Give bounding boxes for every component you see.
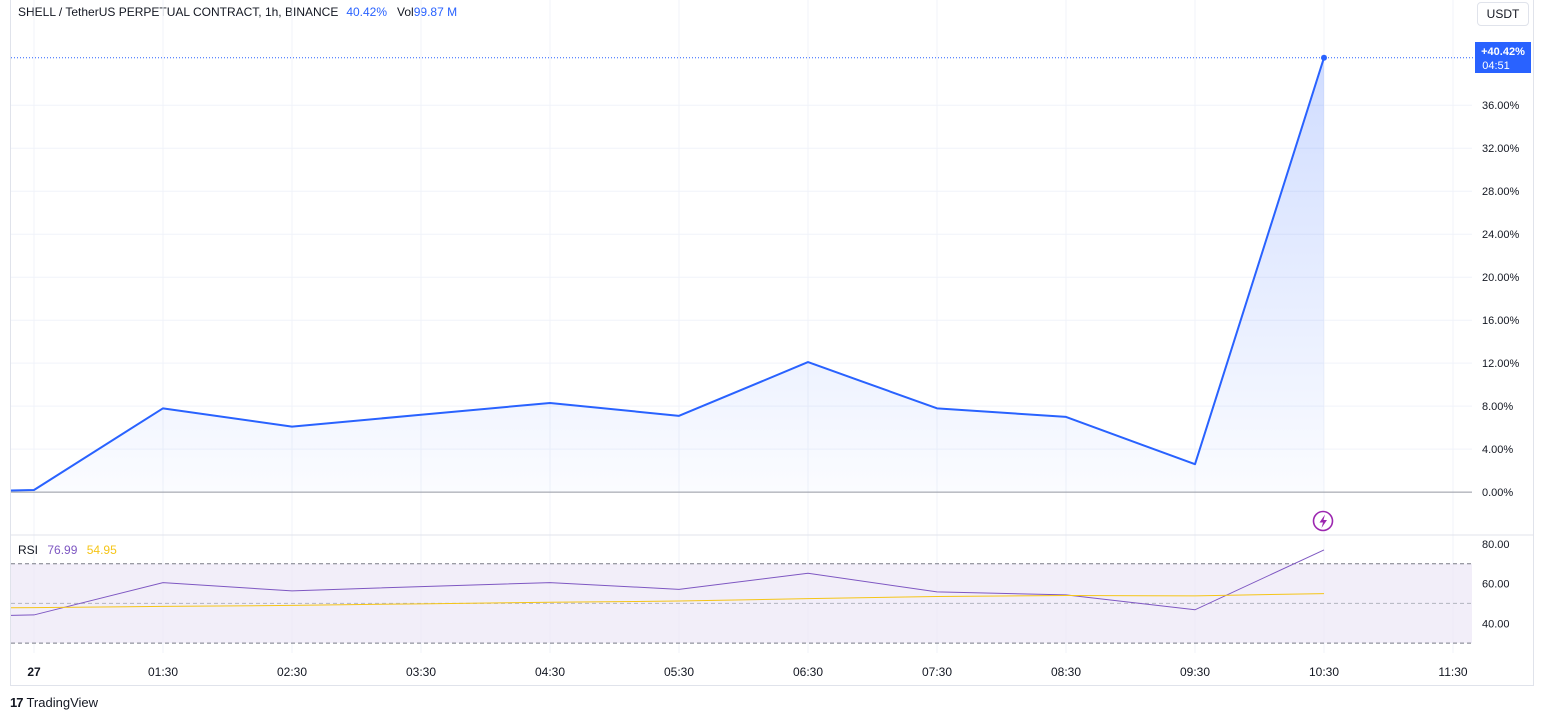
change-percent: 40.42%: [346, 5, 388, 19]
rsi-line: [10, 549, 1325, 616]
y-tick-label: 36.00%: [1482, 100, 1520, 112]
y-tick-label: 20.00%: [1482, 272, 1520, 284]
x-tick-label: 07:30: [922, 665, 952, 679]
x-tick-label: 02:30: [277, 665, 307, 679]
rsi-value: 76.99: [47, 543, 78, 557]
lightning-bolt-icon: [1319, 514, 1327, 528]
x-tick-label: 01:30: [148, 665, 178, 679]
symbol-legend: SHELL / TetherUS PERPETUAL CONTRACT, 1h,…: [18, 5, 457, 19]
alert-marker[interactable]: [1312, 510, 1334, 532]
y-tick-label: 28.00%: [1482, 186, 1520, 198]
price-badge-box: [1475, 42, 1531, 73]
x-tick-label: 04:30: [535, 665, 565, 679]
volume-value: 99.87 M: [413, 5, 458, 19]
rsi-y-tick-label: 80.00: [1482, 539, 1510, 551]
rsi-legend: RSI 76.99 54.95: [18, 543, 117, 557]
x-tick-label: 03:30: [406, 665, 436, 679]
y-tick-label: 24.00%: [1482, 229, 1520, 241]
volume-label: Vol: [397, 5, 414, 19]
tradingview-logo: 17: [10, 695, 24, 710]
rsi-ma-line: [10, 593, 1325, 609]
tradingview-brand[interactable]: 17 TradingView: [10, 695, 98, 710]
y-tick-label: 32.00%: [1482, 143, 1520, 155]
currency-button[interactable]: USDT: [1477, 2, 1529, 26]
price-badge: +40.42% 04:51: [1475, 42, 1531, 73]
y-tick-label: 16.00%: [1482, 315, 1520, 327]
y-tick-label: 0.00%: [1482, 487, 1513, 499]
x-tick-label: 05:30: [664, 665, 694, 679]
price-badge-countdown: 04:51: [1482, 60, 1510, 72]
x-tick-label: 11:30: [1438, 665, 1467, 679]
y-tick-label: 8.00%: [1482, 401, 1513, 413]
y-tick-label: 12.00%: [1482, 358, 1520, 370]
x-tick-label: 08:30: [1051, 665, 1081, 679]
price-badge-value: +40.42%: [1481, 46, 1525, 58]
rsi-y-tick-label: 40.00: [1482, 618, 1510, 630]
price-area-fill: [11, 57, 1324, 493]
chart-frame: [10, 0, 1534, 686]
x-tick-label: 10:30: [1309, 665, 1339, 679]
rsi-label: RSI: [18, 543, 39, 557]
brand-name: TradingView: [26, 695, 99, 710]
x-tick-label: 27: [27, 665, 41, 679]
symbol-title[interactable]: SHELL / TetherUS PERPETUAL CONTRACT, 1h,…: [18, 5, 339, 19]
rsi-y-tick-label: 60.00: [1482, 579, 1510, 591]
rsi-ma-value: 54.95: [86, 543, 117, 557]
x-tick-label: 06:30: [793, 665, 823, 679]
y-tick-label: 4.00%: [1482, 444, 1513, 456]
price-line: [10, 57, 1325, 492]
last-price-dot: [1321, 54, 1327, 61]
x-tick-label: 09:30: [1180, 665, 1210, 679]
